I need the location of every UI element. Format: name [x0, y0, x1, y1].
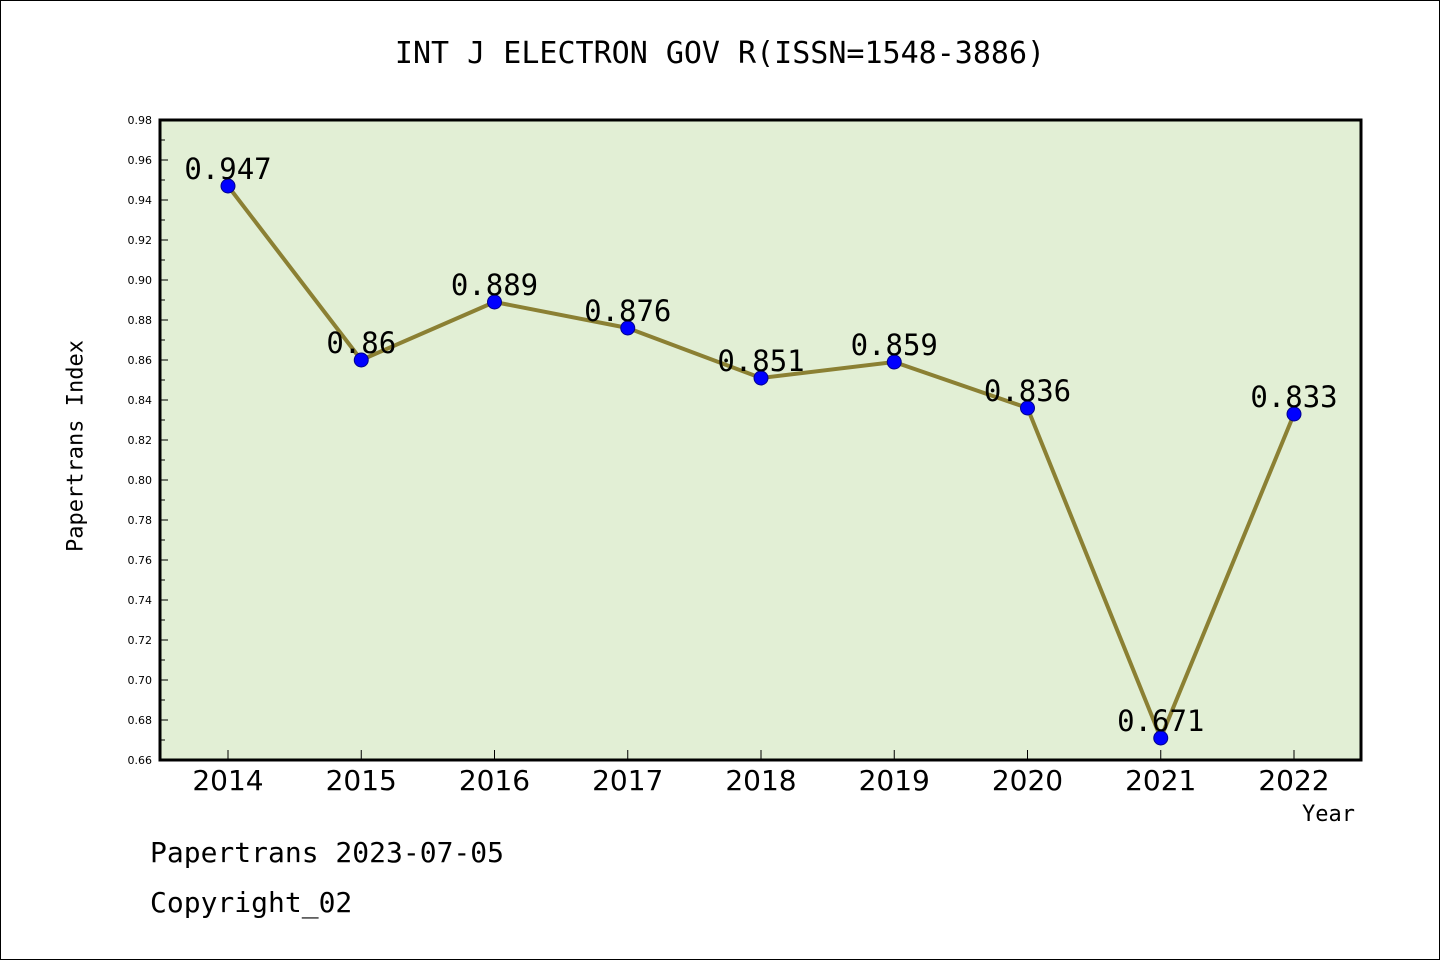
data-point — [1286, 406, 1302, 422]
y-tick-label: 0.94 — [128, 194, 153, 207]
y-tick-label: 0.68 — [128, 714, 153, 727]
y-axis-ticks: 0.66 0.68 0.70 0.72 0.74 0.76 0.78 0.80 0.82 0.84… — [128, 114, 168, 767]
footer-date: Papertrans 2023-07-05 — [150, 836, 505, 869]
data-labels: 0.947 0.86 0.889 0.876 0.851 0.859 0.836 0.671 0… — [184, 152, 1337, 738]
data-point — [353, 352, 369, 368]
series-markers — [220, 178, 1302, 746]
x-tick-label: 2015 — [326, 764, 397, 797]
plot-area — [160, 120, 1361, 760]
footer-copyright: Copyright_02 — [150, 886, 353, 919]
y-tick-label: 0.92 — [128, 234, 153, 247]
y-tick-label: 0.74 — [128, 594, 153, 607]
y-tick-label: 0.80 — [128, 474, 153, 487]
x-axis-ticks: 2014 2015 2016 2017 2018 2019 2020 2021 2022 — [192, 750, 1330, 797]
data-label: 0.671 — [1117, 704, 1204, 738]
chart-title: INT J ELECTRON GOV R(ISSN=1548-3886) — [394, 36, 1046, 71]
data-label: 0.836 — [984, 374, 1071, 408]
y-tick-label: 0.86 — [128, 354, 153, 367]
y-tick-label: 0.96 — [128, 154, 153, 167]
y-tick-label: 0.76 — [128, 554, 153, 567]
data-point — [220, 178, 236, 194]
y-tick-label: 0.66 — [128, 754, 153, 767]
x-tick-label: 2018 — [725, 764, 796, 797]
y-tick-label: 0.84 — [128, 394, 153, 407]
data-point — [886, 354, 902, 370]
data-point — [487, 294, 502, 310]
y-tick-label: 0.98 — [128, 114, 153, 127]
x-tick-label: 2016 — [459, 764, 530, 797]
x-tick-label: 2014 — [192, 764, 263, 797]
x-tick-label: 2017 — [592, 764, 663, 797]
data-label: 0.859 — [851, 328, 938, 362]
data-label: 0.86 — [326, 326, 396, 360]
x-tick-label: 2021 — [1125, 764, 1196, 797]
y-tick-label: 0.82 — [128, 434, 153, 447]
x-tick-label: 2022 — [1258, 764, 1329, 797]
y-tick-label: 0.72 — [128, 634, 153, 647]
data-label: 0.876 — [584, 294, 671, 328]
data-label: 0.889 — [451, 268, 538, 302]
x-axis-label: Year — [1302, 802, 1355, 827]
x-tick-label: 2019 — [859, 764, 930, 797]
plot-border — [158, 118, 1363, 762]
y-tick-label: 0.88 — [128, 314, 153, 327]
data-point — [1153, 730, 1169, 746]
y-tick-label: 0.90 — [128, 274, 153, 287]
y-tick-label: 0.78 — [128, 514, 153, 527]
data-label: 0.851 — [717, 344, 804, 378]
data-point — [620, 320, 636, 336]
data-label: 0.947 — [184, 152, 271, 186]
data-point — [1020, 400, 1035, 416]
y-tick-label: 0.70 — [128, 674, 153, 687]
x-tick-label: 2020 — [992, 764, 1063, 797]
data-label: 0.833 — [1250, 380, 1337, 414]
data-point — [753, 370, 769, 386]
